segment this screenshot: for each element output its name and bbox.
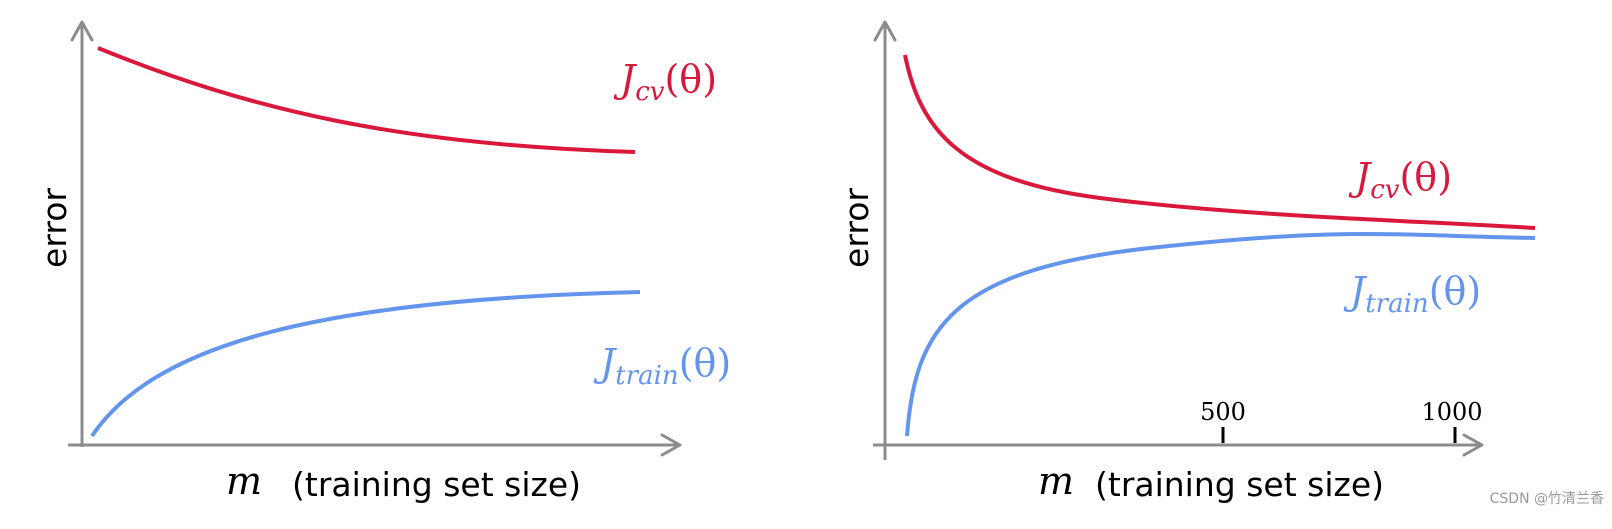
cv-base: J bbox=[613, 57, 637, 101]
y-arrow bbox=[873, 20, 897, 42]
x-symbol: m bbox=[226, 459, 262, 503]
x-arrow bbox=[1462, 433, 1484, 457]
train-label: Jtrain(θ) bbox=[1343, 269, 1481, 319]
train-curve bbox=[90, 290, 641, 438]
train-curve bbox=[905, 232, 1536, 437]
train-base: J bbox=[593, 341, 617, 385]
cv-arg: (θ) bbox=[1399, 155, 1452, 199]
cv-base: J bbox=[1348, 155, 1372, 199]
y-label: error bbox=[35, 188, 74, 268]
x-arrow bbox=[660, 433, 682, 457]
cv-arg: (θ) bbox=[664, 57, 717, 101]
x-tick-label: 500 bbox=[1200, 398, 1246, 426]
train-base: J bbox=[1343, 269, 1367, 313]
panel-right: 500 1000 error m (training set size) Jcv… bbox=[837, 20, 1536, 504]
train-sub: train bbox=[1365, 289, 1428, 319]
x-label: (training set size) bbox=[1095, 465, 1384, 504]
train-label: Jtrain(θ) bbox=[593, 341, 731, 391]
x-symbol: m bbox=[1038, 459, 1074, 503]
cv-curve bbox=[903, 54, 1536, 230]
watermark: CSDN @竹清兰香 bbox=[1490, 491, 1604, 507]
cv-curve bbox=[97, 46, 636, 154]
cv-label: Jcv(θ) bbox=[1348, 155, 1452, 205]
y-label: error bbox=[837, 188, 876, 268]
y-arrow bbox=[70, 20, 94, 42]
cv-label: Jcv(θ) bbox=[613, 57, 717, 107]
panel-left: error m (training set size) Jcv(θ) Jtrai… bbox=[35, 20, 731, 504]
train-arg: (θ) bbox=[1429, 269, 1482, 313]
x-tick-label: 1000 bbox=[1421, 398, 1482, 426]
train-sub: train bbox=[615, 361, 678, 391]
train-arg: (θ) bbox=[679, 341, 732, 385]
cv-sub: cv bbox=[635, 77, 665, 107]
cv-sub: cv bbox=[1370, 175, 1400, 205]
x-label: (training set size) bbox=[292, 465, 581, 504]
